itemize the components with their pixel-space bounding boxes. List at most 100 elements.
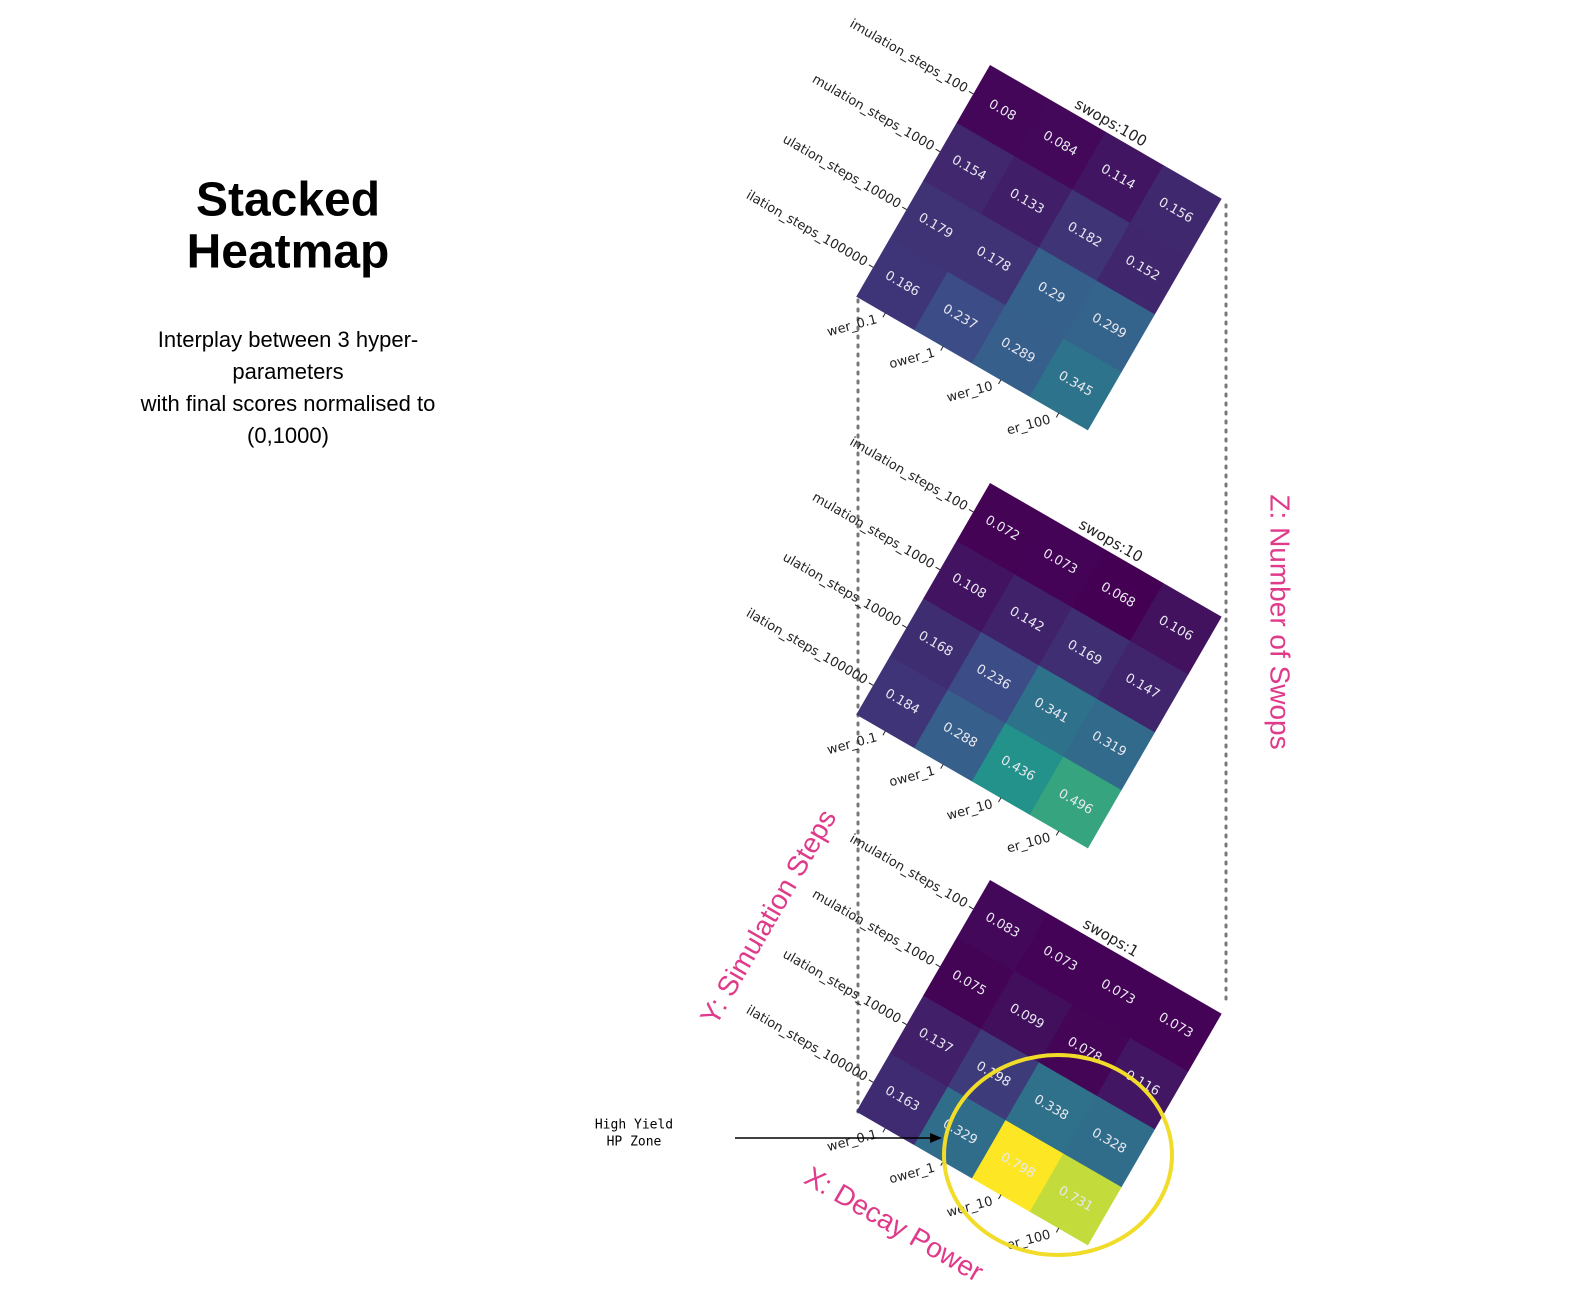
subtitle: (0,1000) [247, 423, 329, 448]
heatmap-cell [1005, 247, 1098, 340]
tick [968, 508, 974, 513]
heatmap-cell [971, 1120, 1064, 1213]
tick [998, 1194, 1002, 1200]
zone-label: High Yield [595, 1118, 673, 1133]
col-label: wer_10 [945, 797, 994, 824]
heatmap-cell [1014, 913, 1107, 1006]
heatmap-cell [980, 971, 1073, 1064]
heatmap-cell [1005, 665, 1098, 758]
tick [940, 764, 944, 769]
row-label: mulation_steps_1000 [809, 490, 936, 572]
heatmap-cell [889, 180, 982, 273]
tick [868, 1079, 874, 1083]
heatmap-cell [1014, 98, 1107, 191]
title: Heatmap [187, 226, 390, 279]
col-label: wer_0.1 [826, 312, 879, 340]
tick [882, 1127, 886, 1133]
heatmap-cell [856, 238, 949, 331]
heatmap-cell [947, 213, 1040, 306]
row-label: ulation_steps_10000 [780, 132, 904, 212]
tick [901, 624, 907, 628]
row-label: mulation_steps_1000 [809, 887, 936, 969]
row-label: ulation_steps_10000 [780, 947, 904, 1027]
heatmap-cell [1005, 1062, 1098, 1155]
heatmap-cell [1063, 698, 1155, 791]
tick [901, 206, 907, 210]
heatmap-cell [914, 271, 1006, 364]
heatmap-cell [923, 937, 1015, 1030]
heatmap-cell [980, 574, 1073, 667]
col-label: wer_0.1 [826, 1127, 879, 1155]
heatmap-cell [914, 1086, 1006, 1179]
col-label: ower_1 [888, 1161, 937, 1188]
row-label: ilation_steps_100000 [743, 606, 870, 688]
tick [1055, 1227, 1060, 1233]
title: Stacked [196, 174, 380, 227]
arrow-head [930, 1133, 942, 1143]
row-label: imulation_steps_100 [847, 435, 970, 515]
heatmap-cell [1038, 1004, 1131, 1097]
tick [882, 312, 886, 318]
heatmap-cell [1014, 516, 1107, 609]
heatmap-cell [1096, 640, 1189, 733]
heatmap-cell [1071, 946, 1164, 1039]
heatmap-cell [923, 122, 1015, 215]
col-label: er_100 [1005, 830, 1052, 856]
heatmap-cell [889, 995, 982, 1088]
col-label: er_100 [1005, 1227, 1052, 1253]
tick [935, 566, 941, 571]
row-label: imulation_steps_100 [847, 17, 970, 97]
heatmap-cell [956, 880, 1049, 972]
subtitle: with final scores normalised to [140, 391, 436, 416]
heatmap-cell [1129, 980, 1222, 1072]
tick [1055, 412, 1060, 418]
col-label: ower_1 [888, 346, 937, 373]
heatmap-cell [956, 65, 1049, 157]
heatmap: 0.0720.0730.0680.1060.1080.1420.1690.147… [743, 435, 1222, 857]
tick [968, 905, 974, 910]
row-label: imulation_steps_100 [847, 832, 970, 912]
heatmap: 0.080.0840.1140.1560.1540.1330.1820.1520… [743, 17, 1222, 439]
tick [901, 1021, 907, 1025]
heatmap-cell [1096, 1037, 1189, 1130]
heatmap-cell [1029, 338, 1122, 431]
subtitle: Interplay between 3 hyper- [158, 327, 419, 352]
heatmap-cell [956, 482, 1049, 575]
col-label: er_100 [1005, 412, 1052, 438]
y-axis-label: Y: Simulation Steps [694, 804, 842, 1030]
heatmap-cell [1038, 189, 1131, 282]
heatmap-cell [1063, 280, 1155, 373]
tick [868, 682, 874, 686]
tick [940, 346, 944, 351]
heatmap-cell [971, 723, 1064, 816]
zone-label: HP Zone [607, 1135, 662, 1150]
tick [935, 963, 941, 968]
heatmap-cell [1071, 549, 1164, 642]
heatmap-cell [1096, 222, 1189, 315]
heatmap-cell [980, 156, 1073, 249]
heatmap-cell [1063, 1095, 1155, 1188]
col-label: ower_1 [888, 764, 937, 791]
heatmap-cell [914, 689, 1006, 782]
row-label: ulation_steps_10000 [780, 550, 904, 630]
row-label: ilation_steps_100000 [743, 1003, 870, 1085]
heatmap-cell [1038, 607, 1131, 700]
tick [935, 148, 941, 153]
row-label: mulation_steps_1000 [809, 72, 936, 154]
heatmap-cell [923, 540, 1015, 633]
heatmap-cell [856, 1053, 949, 1146]
heatmap-cell [947, 631, 1040, 724]
heatmap-cell [856, 656, 949, 749]
heatmap-cell [1071, 131, 1164, 224]
tick [882, 730, 886, 736]
heatmap-cell [1129, 583, 1222, 675]
heatmap-cell [1029, 1153, 1122, 1246]
heatmap-cell [1029, 756, 1122, 849]
tick [968, 90, 974, 95]
tick [998, 379, 1002, 385]
z-axis-label: Z: Number of Swops [1265, 494, 1296, 749]
heatmap-cell [971, 305, 1064, 398]
col-label: wer_0.1 [826, 730, 879, 758]
tick [1055, 830, 1060, 836]
